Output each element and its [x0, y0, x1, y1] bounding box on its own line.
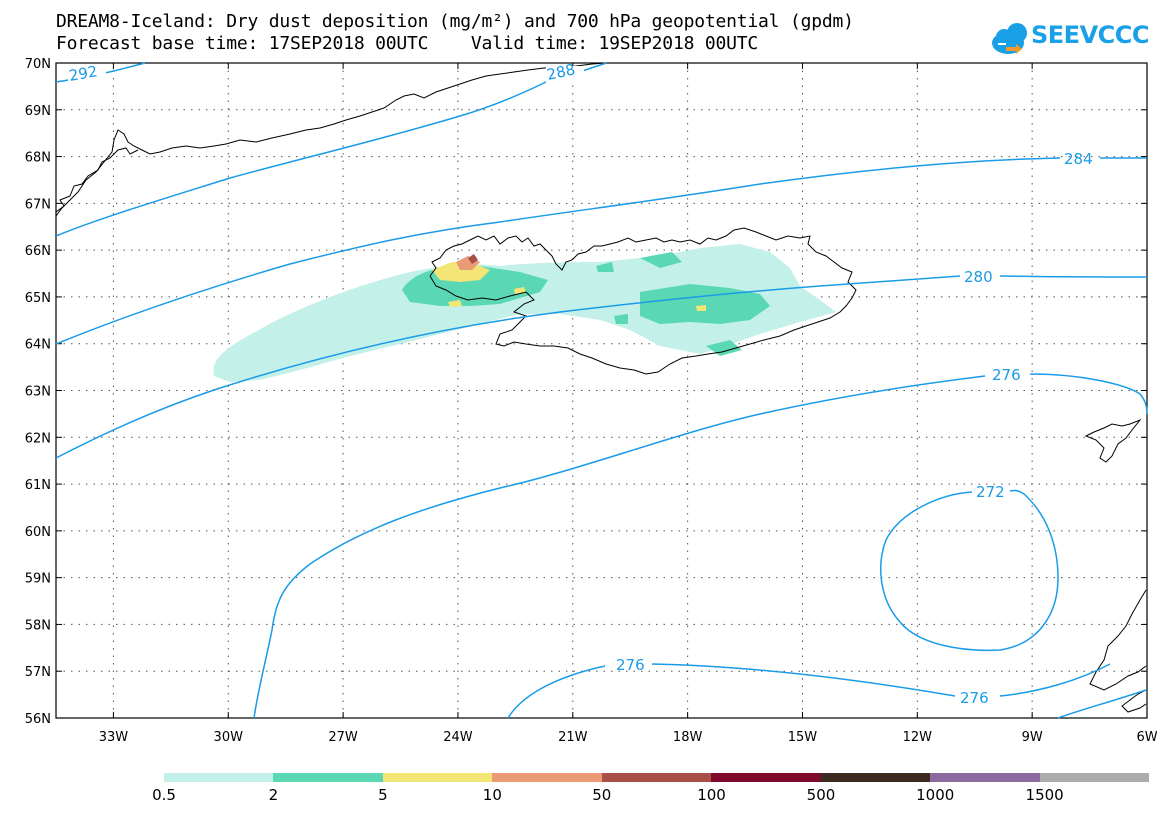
iceland-coast: [429, 227, 857, 375]
lat-label: 60N: [25, 525, 51, 540]
legend-swatch: [711, 773, 822, 782]
dust-level-0-5: [213, 244, 837, 382]
lat-label: 67N: [25, 197, 51, 212]
legend-label: 500: [806, 786, 836, 804]
legend-label: 100: [697, 786, 726, 804]
longitude-labels: 33W 30W 27W 24W 21W 18W 15W 12W 9W 6W: [99, 730, 1158, 745]
faroe-islands-coast: [1084, 418, 1142, 463]
contour-label-284: 284: [1064, 150, 1093, 168]
legend-swatch: [601, 773, 712, 782]
contour-label-272: 272: [976, 483, 1005, 501]
greenland-coast: [55, 62, 607, 217]
dust-level-2: [614, 314, 628, 324]
contour-288-a: [55, 79, 551, 237]
lat-label: 68N: [25, 151, 51, 166]
contour-label-292: 292: [68, 62, 99, 85]
legend-label: 2: [268, 786, 279, 804]
lat-label: 63N: [25, 385, 51, 400]
scotland-coast-south: [1121, 689, 1147, 713]
contour-272: [880, 489, 1059, 652]
legend-swatch: [930, 773, 1041, 782]
lat-label: 56N: [25, 712, 51, 727]
dust-deposition-shading: [213, 244, 837, 382]
contour-label-288: 288: [545, 60, 577, 84]
dust-level-2: [640, 252, 682, 268]
legend-label: 1000: [916, 786, 955, 804]
legend-label: 0.5: [152, 786, 176, 804]
logo-text: SEEVCCC: [1031, 21, 1150, 49]
lat-label: 70N: [25, 57, 51, 72]
lon-label: 33W: [99, 730, 129, 745]
contour-280: [55, 275, 1148, 459]
legend-swatch: [820, 773, 931, 782]
contour-276-south-tail: [1057, 689, 1147, 719]
lat-label: 62N: [25, 431, 51, 446]
contour-label-276-north: 276: [992, 366, 1021, 384]
contour-276-north: [253, 373, 1148, 719]
legend-label: 50: [592, 786, 612, 804]
lon-label: 9W: [1022, 730, 1043, 745]
contour-284: [55, 157, 1147, 345]
lat-label: 64N: [25, 338, 51, 353]
geopotential-contours: [55, 62, 1148, 719]
legend-label: 5: [378, 786, 388, 804]
legend-swatch: [382, 773, 493, 782]
cloud-arrow-icon: [992, 23, 1027, 54]
lat-label: 57N: [25, 665, 51, 680]
lat-label: 66N: [25, 244, 51, 259]
latitude-labels: 70N 69N 68N 67N 66N 65N 64N 63N 62N 61N 60N 59N 58N 5…: [25, 57, 51, 727]
lon-label: 6W: [1136, 730, 1157, 745]
legend-label: 1500: [1025, 786, 1064, 804]
axis-ticks: [56, 62, 1148, 719]
contour-276-south: [507, 663, 1111, 719]
dust-level-50: [468, 254, 478, 264]
contour-label-280: 280: [964, 268, 993, 286]
seevccc-logo: [992, 23, 1027, 54]
dust-level-2: [706, 340, 742, 356]
lon-label: 24W: [443, 730, 473, 745]
lon-label: 30W: [214, 730, 244, 745]
lat-label: 59N: [25, 572, 51, 587]
lon-label: 12W: [903, 730, 933, 745]
contour-label-276-south-b: 276: [960, 689, 989, 707]
lat-label: 61N: [25, 478, 51, 493]
lat-label: 65N: [25, 291, 51, 306]
lon-label: 15W: [788, 730, 818, 745]
dust-level-5: [448, 300, 462, 307]
dust-level-5: [696, 305, 706, 311]
lon-label: 27W: [328, 730, 358, 745]
lat-label: 58N: [25, 618, 51, 633]
chart-title: DREAM8-Iceland: Dry dust deposition (mg/…: [56, 11, 854, 32]
dust-level-2: [640, 284, 770, 324]
dust-level-2: [596, 262, 614, 272]
legend-swatch: [492, 773, 603, 782]
greenland-coast-detail: [55, 147, 139, 213]
lon-label: 18W: [673, 730, 703, 745]
legend-swatch: [164, 773, 274, 782]
contour-labels: 292 288 284 280 276 272 276 276: [68, 60, 1093, 707]
legend-swatch: [273, 773, 384, 782]
dust-level-5: [432, 262, 490, 282]
contour-label-276-south-a: 276: [616, 656, 645, 674]
lon-label: 21W: [558, 730, 588, 745]
forecast-times: Forecast base time: 17SEP2018 00UTC Vali…: [56, 33, 759, 54]
coastlines: [55, 62, 1147, 713]
lat-label: 69N: [25, 104, 51, 119]
scotland-coast: [1089, 589, 1147, 691]
legend-swatch: [1039, 773, 1150, 782]
legend-label: 10: [482, 786, 502, 804]
